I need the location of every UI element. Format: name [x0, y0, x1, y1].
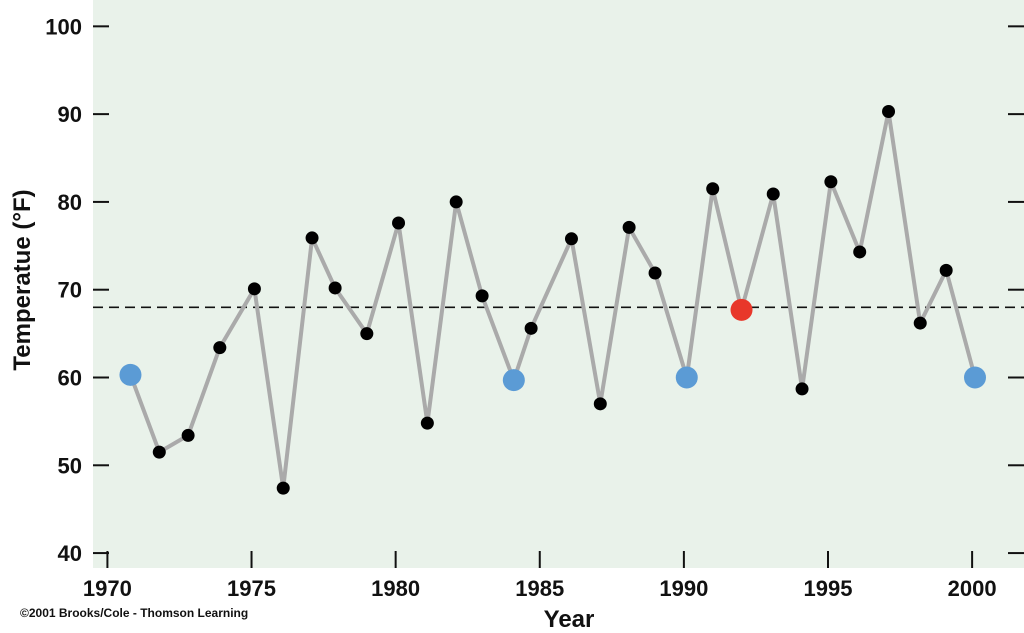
- plot-background: [93, 0, 1024, 568]
- data-point: [622, 220, 636, 234]
- highlighted-data-point: [502, 369, 525, 392]
- data-point: [524, 321, 538, 335]
- data-points: [119, 104, 986, 495]
- series-line: [128, 109, 977, 491]
- x-axis: 1970 1975 1980 1985 1990 1995 2000: [83, 551, 997, 601]
- y-tick-label: 60: [58, 365, 82, 390]
- data-point: [360, 327, 374, 341]
- x-tick-label: 1995: [804, 576, 853, 601]
- data-point: [564, 232, 578, 246]
- x-axis-title: Year: [544, 606, 595, 633]
- data-point: [939, 263, 953, 277]
- highlighted-data-point: [730, 298, 753, 321]
- x-tick-label: 1990: [659, 576, 708, 601]
- highlighted-data-point: [119, 363, 142, 386]
- data-point: [795, 382, 809, 396]
- y-tick-label: 100: [45, 14, 82, 39]
- data-point: [328, 281, 342, 295]
- x-tick-label: 1970: [83, 576, 132, 601]
- x-tick-label: 1980: [371, 576, 420, 601]
- data-point: [305, 231, 319, 245]
- data-point: [420, 416, 434, 430]
- data-point: [882, 104, 896, 118]
- x-tick-label: 1985: [515, 576, 564, 601]
- data-point: [247, 282, 261, 296]
- data-point: [824, 175, 838, 189]
- data-point: [181, 428, 195, 442]
- data-point: [706, 182, 720, 196]
- data-point: [449, 195, 463, 209]
- x-tick-label: 1975: [227, 576, 276, 601]
- y-tick-label: 50: [58, 453, 82, 478]
- data-point: [593, 397, 607, 411]
- x-tick-label: 2000: [948, 576, 997, 601]
- highlighted-data-point: [964, 366, 986, 389]
- data-point: [276, 481, 290, 495]
- data-point: [853, 245, 867, 259]
- data-point: [152, 445, 166, 459]
- data-point: [766, 187, 780, 201]
- y-tick-label: 70: [58, 278, 82, 303]
- y-axis: 40 50 60 70 80 90 100: [45, 14, 1024, 566]
- data-point: [392, 216, 406, 230]
- highlighted-data-point: [675, 366, 698, 389]
- y-tick-label: 80: [58, 190, 82, 215]
- data-point: [475, 289, 489, 303]
- y-axis-title: Temperatue (°F): [9, 189, 36, 370]
- copyright-credit: ©2001 Brooks/Cole - Thomson Learning: [20, 606, 248, 620]
- y-tick-label: 90: [58, 102, 82, 127]
- data-point: [213, 341, 227, 355]
- data-point: [648, 266, 662, 280]
- y-tick-label: 40: [58, 541, 82, 566]
- data-point: [913, 316, 927, 330]
